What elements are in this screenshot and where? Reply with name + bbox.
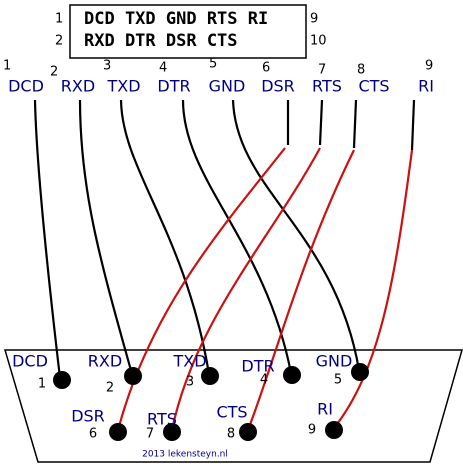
pin-name: RXD [61,77,95,96]
pin-hole [163,423,181,441]
box-number: 10 [310,34,327,49]
pin-name: DTR [241,357,274,376]
wire [231,99,361,371]
box-row: DCD TXD GND RTS RI [84,9,268,29]
pin-number: 7 [146,427,154,442]
wire [181,99,293,374]
pin-name: DSR [261,77,295,96]
pin-number: 8 [357,63,365,78]
pin-hole [53,371,71,389]
pin-name: RTS [147,410,177,429]
pin-hole [325,421,343,439]
pin-number: 4 [159,61,167,76]
pin-name: DCD [12,352,48,371]
pin-name: RI [317,400,333,419]
pin-number: 9 [308,423,316,438]
pin-number: 2 [50,65,58,80]
pin-name: GND [316,352,353,371]
wire [119,99,211,375]
pin-number: 6 [89,427,97,442]
wire [246,149,355,431]
pin-name: RTS [312,77,342,96]
pin-name: TXD [172,352,206,371]
pin-name: DCD [8,77,44,96]
box-number: 9 [310,12,318,27]
pin-number: 3 [186,375,194,390]
pin-name: RI [418,77,434,96]
pin-name: TXD [106,77,140,96]
box-number: 2 [55,34,63,49]
wire [33,99,62,379]
wire [410,99,416,151]
pin-number: 3 [103,59,111,74]
pin-name: DTR [157,77,190,96]
pin-number: 1 [3,59,11,74]
box-row: RXD DTR DSR CTS [84,31,238,51]
pin-number: 7 [318,63,326,78]
pin-number: 4 [260,373,268,388]
pin-name: DSR [71,407,105,426]
pin-hole [283,366,301,384]
credit: 2013 lekensteyn.nl [142,450,228,460]
pin-name: GND [209,77,246,96]
wire [78,99,134,375]
pin-number: 6 [262,61,270,76]
pin-name: CTS [358,77,389,96]
header-box [69,4,307,59]
pin-hole [124,367,142,385]
wire [352,99,358,149]
pin-hole [351,363,369,381]
pin-number: 5 [209,57,217,72]
pin-number: 8 [227,427,235,442]
pin-number: 9 [425,59,433,74]
pin-number: 5 [334,373,342,388]
pin-number: 2 [106,381,114,396]
wire [333,149,414,429]
wire [318,99,324,146]
box-number: 1 [55,12,63,27]
pin-name: CTS [216,403,247,422]
wire [170,147,321,431]
pin-hole [239,423,257,441]
pin-hole [109,423,127,441]
pin-number: 1 [38,377,46,392]
pin-name: RXD [88,352,122,371]
pin-hole [201,367,219,385]
